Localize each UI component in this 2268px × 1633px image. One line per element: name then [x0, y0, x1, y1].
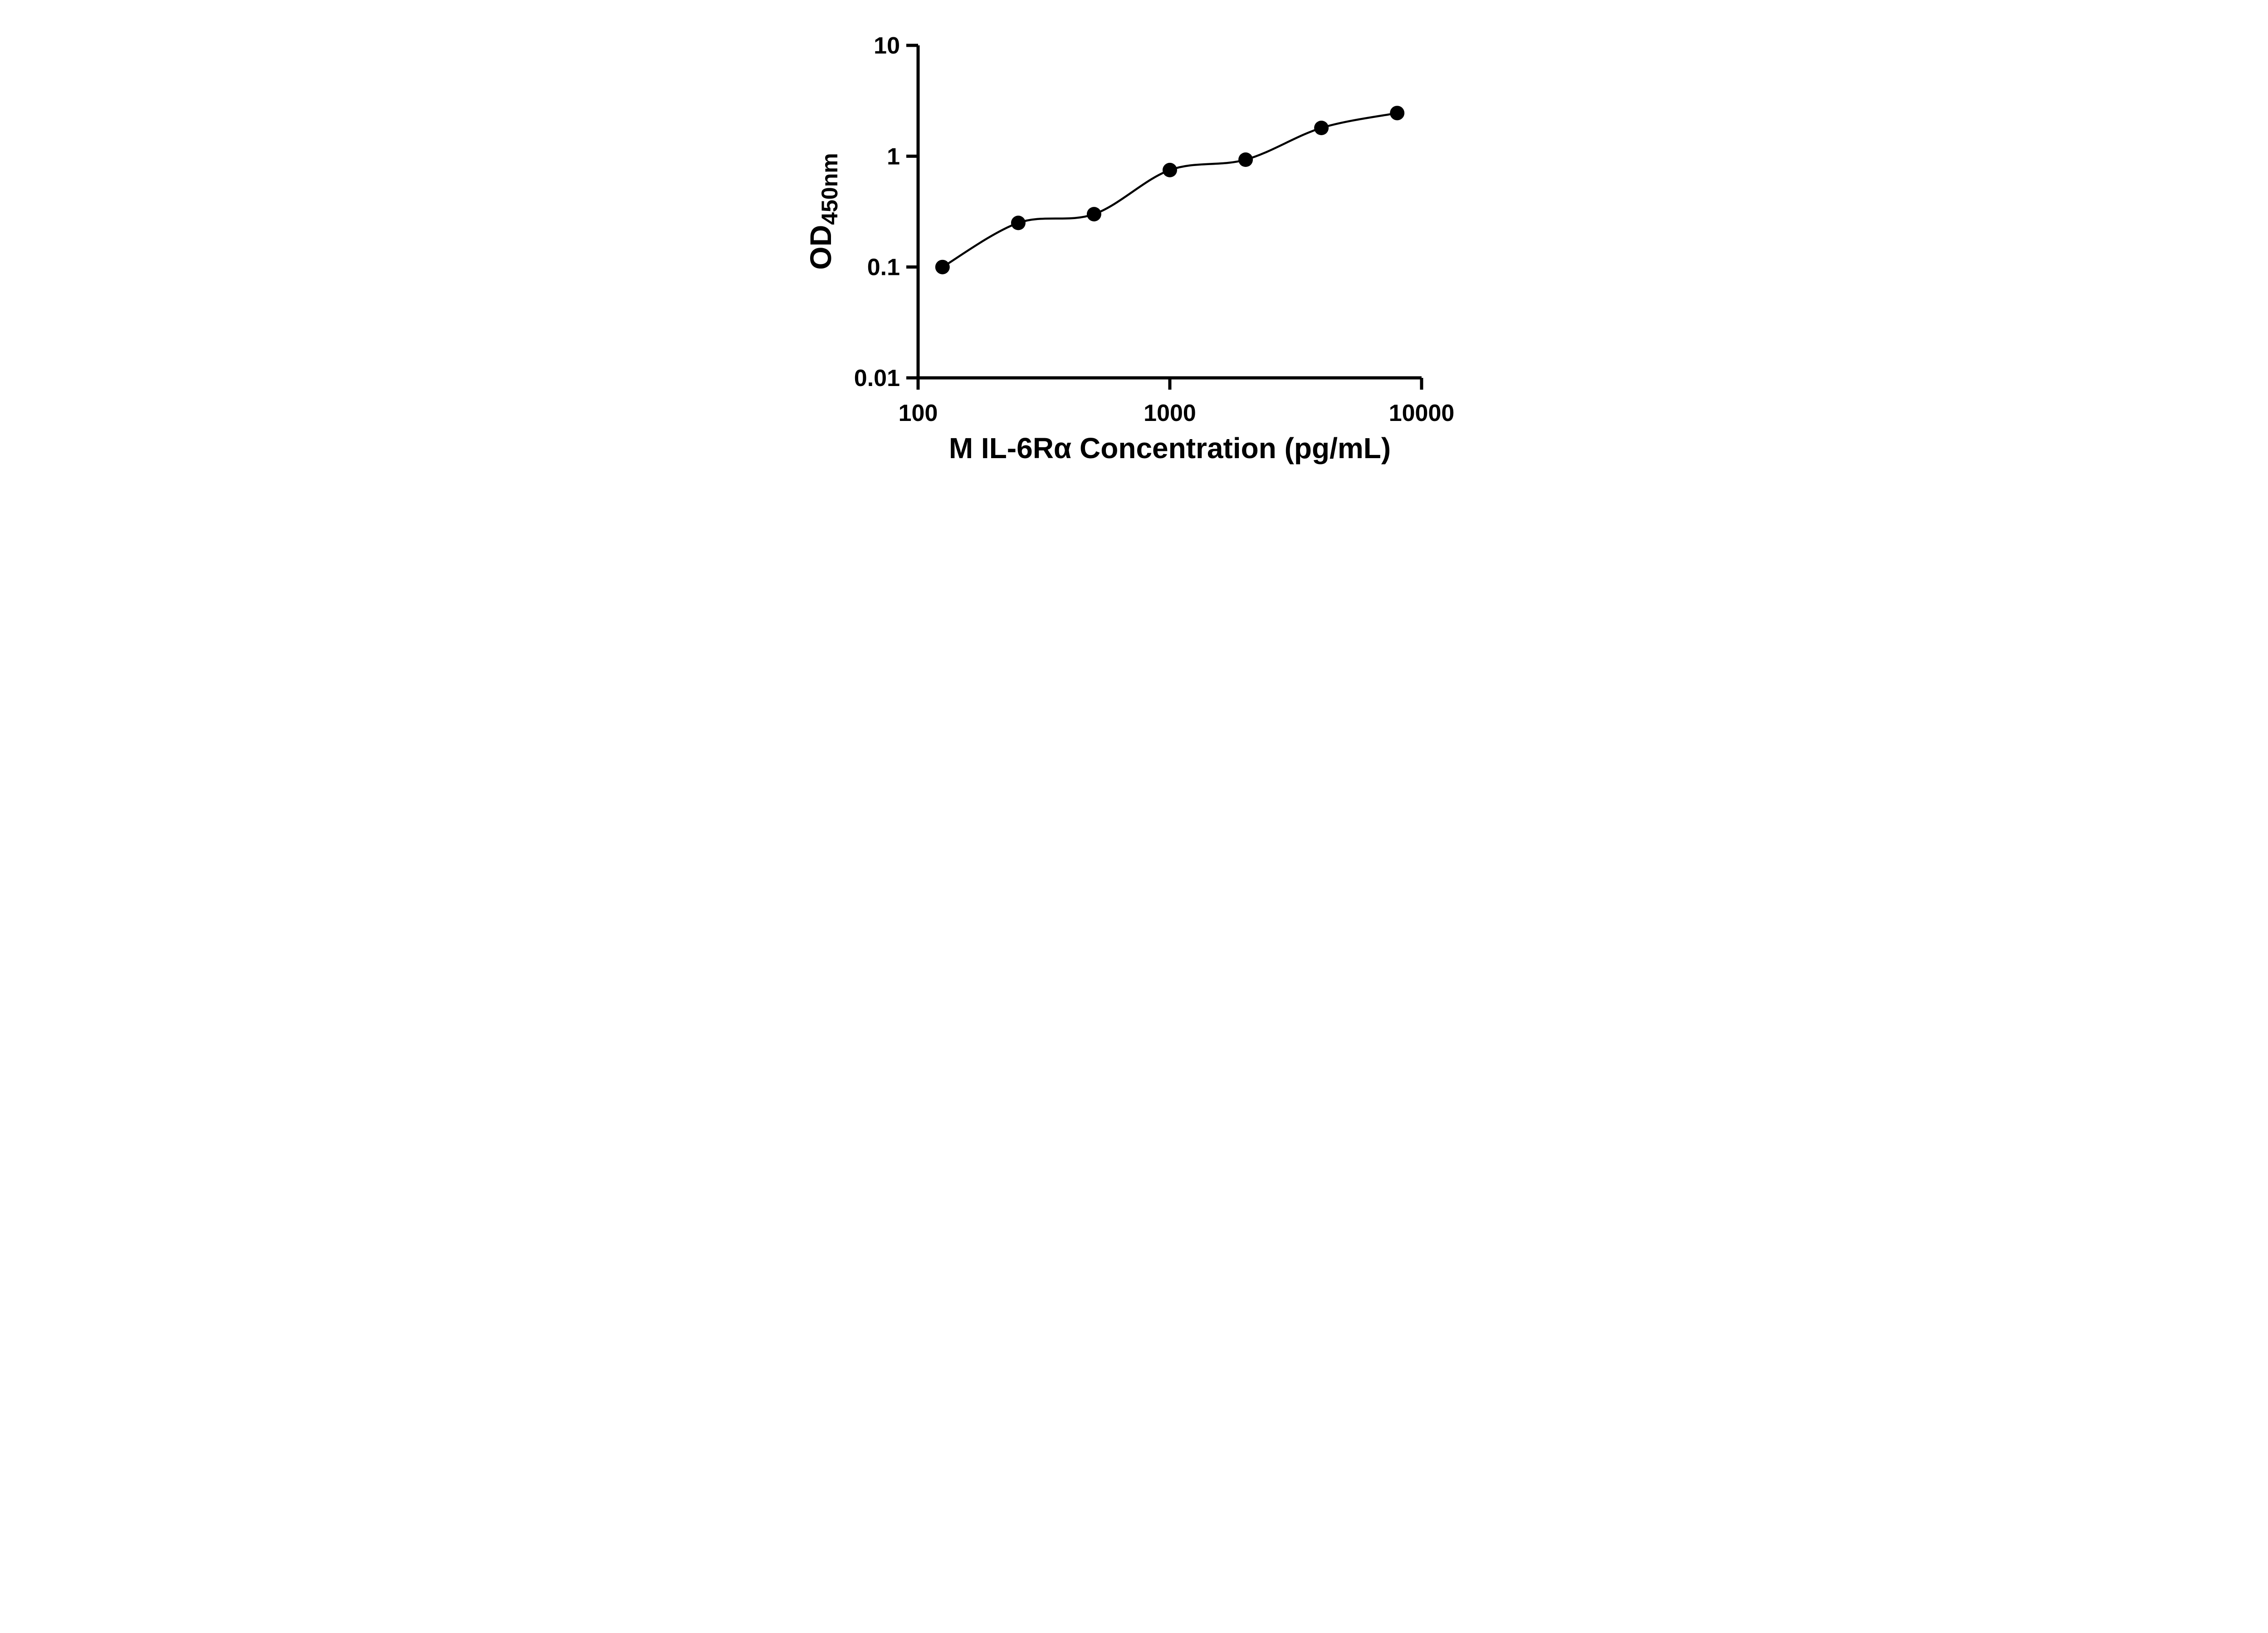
chart-canvas: 0.01 0.1 1 10 100 1000 10000 M IL-6Rα Concent… [784, 0, 1484, 490]
y-axis-tick-label: 1 [887, 143, 900, 170]
data-point-1000 [1162, 162, 1177, 177]
y-axis-tick-label: 10 [874, 33, 900, 59]
data-point-4000 [1314, 121, 1329, 135]
data-point-2000 [1238, 152, 1253, 167]
data-point-8000 [1389, 106, 1404, 121]
x-axis-tick-label: 1000 [1144, 400, 1196, 426]
data-points-layer [935, 106, 1404, 274]
data-point-250 [1011, 215, 1026, 230]
y-axis-title-subscript: 450nm [817, 153, 842, 225]
data-point-125 [935, 259, 950, 274]
elisa-standard-curve-figure: 0.01 0.1 1 10 100 1000 10000 M IL-6Rα Concent… [784, 0, 1484, 490]
fit-curve-path [942, 112, 1398, 268]
y-axis-tick-label: 0.1 [867, 254, 899, 281]
x-axis: 100 1000 10000 [898, 376, 1454, 426]
y-axis-tick-label: 0.01 [854, 365, 899, 391]
data-point-500 [1086, 207, 1101, 222]
fit-curve-layer [942, 112, 1398, 268]
x-axis-title: M IL-6Rα Concentration (pg/mL) [948, 432, 1390, 464]
x-axis-tick-label: 100 [898, 400, 938, 426]
y-axis-title-base: OD [804, 225, 837, 270]
x-axis-tick-label: 10000 [1388, 400, 1454, 426]
y-axis-title: OD450nm [804, 153, 842, 269]
y-axis: 0.01 0.1 1 10 [854, 33, 919, 391]
